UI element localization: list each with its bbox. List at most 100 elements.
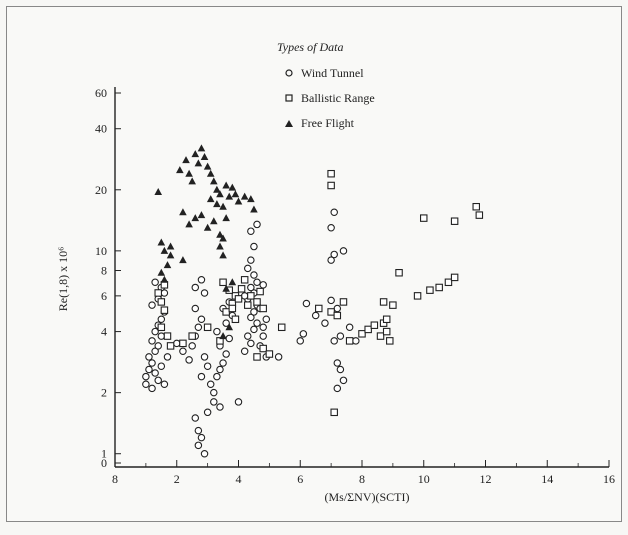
ballistic-range-point <box>444 278 453 287</box>
ballistic-range-point <box>389 301 397 309</box>
ballistic-range-point <box>166 342 175 350</box>
wind-tunnel-point <box>259 281 267 289</box>
wind-tunnel-point <box>253 319 261 327</box>
legend-marker-square <box>285 94 293 102</box>
x-tick-label: 4 <box>236 472 242 486</box>
legend-label: Ballistic Range <box>301 91 375 105</box>
wind-tunnel-point <box>333 384 342 393</box>
legend-entry-ballistic-range: Ballistic Range <box>285 91 375 105</box>
free-flight-point <box>163 261 172 269</box>
ballistic-range-point <box>413 292 422 300</box>
wind-tunnel-point <box>302 299 311 308</box>
wind-tunnel-point <box>157 362 166 370</box>
wind-tunnel-point <box>191 283 200 292</box>
ballistic-range-point <box>228 304 237 313</box>
free-flight-point <box>219 332 227 340</box>
wind-tunnel-point <box>247 283 255 292</box>
free-flight-point <box>185 220 193 228</box>
wind-tunnel-point <box>219 359 227 367</box>
wind-tunnel-point <box>148 359 156 367</box>
wind-tunnel-point <box>216 365 224 374</box>
wind-tunnel-point <box>296 337 304 345</box>
ballistic-range-point <box>382 327 391 336</box>
legend-marker-triangle <box>285 120 293 127</box>
free-flight-point <box>225 323 234 331</box>
free-flight-point <box>191 214 200 222</box>
y-tick-label: 6 <box>101 289 107 303</box>
wind-tunnel-point <box>327 256 335 264</box>
free-flight-point <box>154 188 163 196</box>
wind-tunnel-point <box>194 426 203 435</box>
wind-tunnel-point <box>250 308 258 316</box>
ballistic-range-point <box>327 181 335 190</box>
wind-tunnel-point <box>240 292 249 300</box>
wind-tunnel-point <box>333 359 342 367</box>
ballistic-range-point <box>419 214 428 222</box>
wind-tunnel-point <box>197 276 206 284</box>
x-tick-label: 8 <box>359 472 365 486</box>
wind-tunnel-point <box>142 380 150 389</box>
ballistic-range-point <box>472 202 480 211</box>
y-tick-label: 8 <box>101 264 107 278</box>
wind-tunnel-point <box>250 242 258 251</box>
wind-tunnel-point <box>247 313 255 322</box>
x-tick-label: 2 <box>174 472 180 486</box>
wind-tunnel-point <box>145 365 153 374</box>
data-points <box>142 144 484 458</box>
x-axis-title: (Ms/ΣNV)(SCTI) <box>325 490 410 504</box>
free-flight-point <box>203 223 212 231</box>
free-flight-point <box>213 200 221 208</box>
wind-tunnel-point <box>299 330 308 338</box>
y-tick-label: 1 <box>101 447 107 461</box>
x-tick-label: 14 <box>541 472 553 486</box>
ballistic-range-point <box>395 268 403 277</box>
free-flight-point <box>231 190 240 198</box>
x-tick-label: 12 <box>480 472 492 486</box>
wind-tunnel-point <box>188 342 196 350</box>
ballistic-range-point <box>330 408 338 417</box>
wind-tunnel-point <box>194 441 203 450</box>
wind-tunnel-point <box>173 339 181 348</box>
ballistic-range-point <box>379 298 388 306</box>
wind-tunnel-point <box>206 380 215 389</box>
wind-tunnel-point <box>274 353 283 361</box>
wind-tunnel-point <box>210 388 218 397</box>
free-flight-point <box>210 217 218 225</box>
wind-tunnel-point <box>203 362 212 370</box>
wind-tunnel-point <box>142 372 150 381</box>
wind-tunnel-point <box>154 342 162 350</box>
free-flight-point <box>200 153 209 161</box>
wind-tunnel-point <box>213 372 221 381</box>
wind-tunnel-point <box>259 332 267 340</box>
legend-entry-wind-tunnel: Wind Tunnel <box>285 66 364 80</box>
wind-tunnel-point <box>213 327 221 336</box>
wind-tunnel-point <box>253 278 261 287</box>
ballistic-range-point <box>231 315 240 324</box>
free-flight-point <box>222 181 230 189</box>
wind-tunnel-point <box>311 311 320 320</box>
free-flight-point <box>157 238 166 246</box>
free-flight-point <box>166 242 175 250</box>
wind-tunnel-point <box>163 353 172 361</box>
wind-tunnel-point <box>222 319 230 327</box>
ballistic-range-point <box>256 287 264 296</box>
free-flight-point <box>176 166 184 174</box>
wind-tunnel-point <box>234 398 243 406</box>
wind-tunnel-point <box>244 264 252 273</box>
wind-tunnel-point <box>197 315 206 324</box>
free-flight-point <box>240 192 249 200</box>
free-flight-point <box>203 162 212 170</box>
free-flight-point <box>228 183 237 191</box>
wind-tunnel-point <box>191 304 200 313</box>
wind-tunnel-point <box>145 353 153 361</box>
ballistic-range-point <box>234 295 243 303</box>
wind-tunnel-point <box>336 332 345 340</box>
wind-tunnel-point <box>330 208 338 216</box>
ballistic-range-point <box>240 276 249 284</box>
wind-tunnel-point <box>185 356 193 364</box>
ballistic-range-point <box>203 323 212 332</box>
ballistic-range-point <box>253 298 261 306</box>
free-flight-point <box>185 169 193 177</box>
wind-tunnel-point <box>327 296 335 305</box>
